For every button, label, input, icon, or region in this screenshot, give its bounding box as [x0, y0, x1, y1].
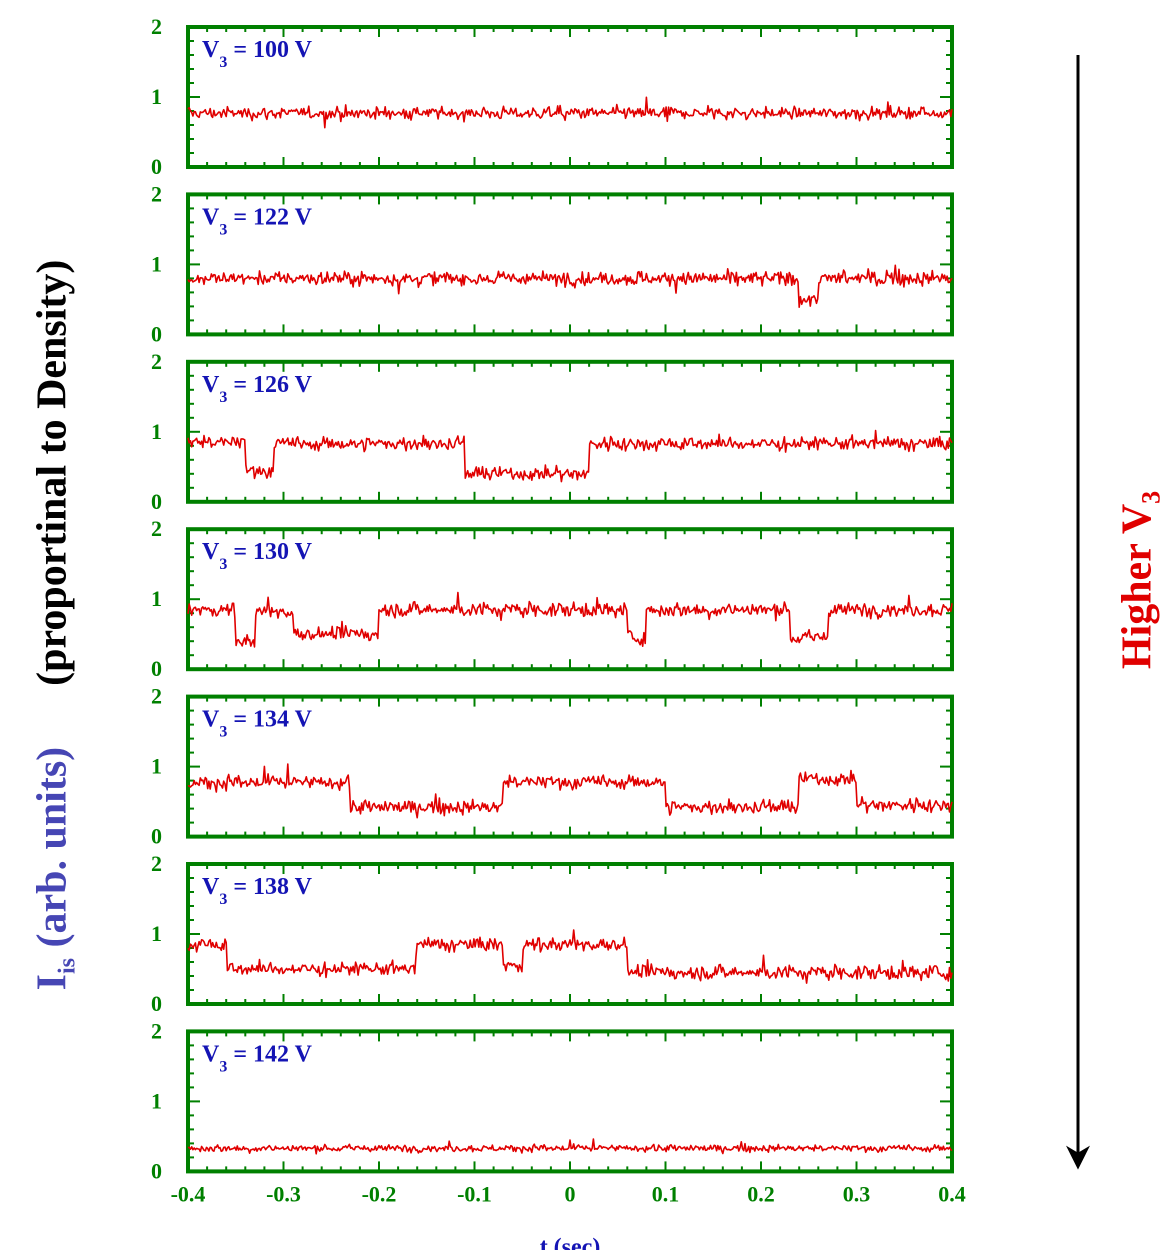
y-tick-label: 2 — [151, 851, 162, 876]
panel-label-142: V3 = 142 V — [202, 1041, 313, 1075]
x-tick-label: 0.1 — [652, 1181, 680, 1206]
panel-label-126: V3 = 126 V — [202, 372, 313, 406]
panel-126: 0 1 2 V3 = 126 V — [151, 349, 954, 514]
panel-label-138: V3 = 138 V — [202, 874, 313, 908]
y-tick-label: 1 — [151, 84, 162, 109]
y-tick-label: 0 — [151, 1158, 162, 1183]
y-tick-label: 0 — [151, 991, 162, 1016]
y-tick-label: 2 — [151, 349, 162, 374]
series-trace-138 — [187, 929, 953, 984]
series-trace-126 — [187, 429, 953, 483]
series-trace-134 — [187, 763, 953, 819]
panel-130: 0 1 2 V3 = 130 V — [151, 516, 954, 681]
panel-label-130: V3 = 130 V — [202, 539, 313, 573]
panel-label-134: V3 = 134 V — [202, 707, 313, 741]
panel-134: 0 1 2 V3 = 134 V — [151, 684, 954, 849]
y-tick-label: 1 — [151, 586, 162, 611]
panel-142: 0 1 2 V3 = 142 V — [151, 1018, 954, 1183]
x-tick-label: 0.2 — [747, 1181, 775, 1206]
y-tick-label: 1 — [151, 921, 162, 946]
y-tick-label: 2 — [151, 684, 162, 709]
higher-v3-label: Higher V3 — [1114, 490, 1166, 670]
series-trace-130 — [187, 591, 953, 648]
series-trace-122 — [187, 264, 953, 308]
y-tick-label: 2 — [151, 14, 162, 39]
panel-label-100: V3 = 100 V — [202, 37, 313, 71]
panel-100: 0 1 2 V3 = 100 V — [151, 14, 954, 179]
x-tick-label: 0 — [565, 1181, 576, 1206]
y-tick-label: 0 — [151, 489, 162, 514]
y-tick-label: 2 — [151, 516, 162, 541]
y-tick-label: 1 — [151, 754, 162, 779]
x-tick-label: -0.3 — [266, 1181, 301, 1206]
y-tick-label: 1 — [151, 419, 162, 444]
x-tick-label: -0.4 — [171, 1181, 206, 1206]
y-tick-label: 0 — [151, 824, 162, 849]
y-tick-label: 1 — [151, 1088, 162, 1113]
panel-122: 0 1 2 V3 = 122 V — [151, 181, 954, 346]
y-tick-label: 1 — [151, 251, 162, 276]
panel-138: 0 1 2 V3 = 138 V — [151, 851, 954, 1016]
y-tick-label: 2 — [151, 181, 162, 206]
y-tick-label: 0 — [151, 154, 162, 179]
y-tick-label: 0 — [151, 656, 162, 681]
x-tick-label: -0.1 — [457, 1181, 492, 1206]
series-trace-100 — [187, 96, 953, 129]
x-tick-label: 0.4 — [938, 1181, 966, 1206]
x-tick-label: 0.3 — [843, 1181, 871, 1206]
x-axis-title: t (sec) — [540, 1234, 601, 1250]
y-tick-label: 0 — [151, 321, 162, 346]
x-tick-label: -0.2 — [362, 1181, 397, 1206]
y-tick-label: 2 — [151, 1018, 162, 1043]
series-trace-142 — [187, 1138, 953, 1155]
panel-label-122: V3 = 122 V — [202, 204, 313, 238]
